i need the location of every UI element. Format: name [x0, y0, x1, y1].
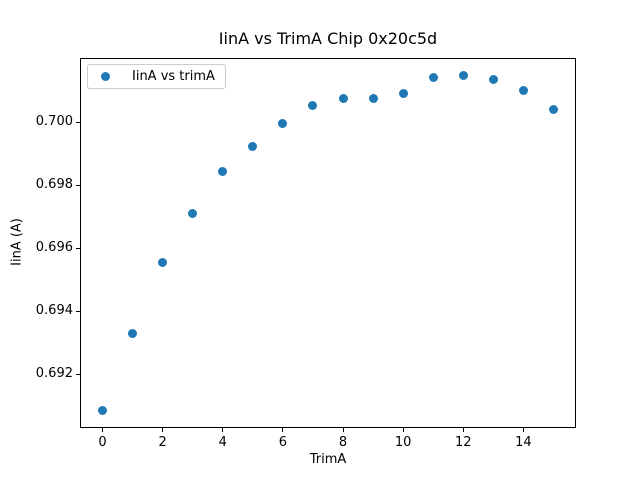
chart-title: IinA vs TrimA Chip 0x20c5d — [218, 29, 438, 48]
scatter-point — [548, 105, 558, 115]
scatter-point — [428, 73, 438, 83]
x-axis-label: TrimA — [309, 452, 347, 467]
x-tick-mark — [522, 428, 524, 432]
legend: IinA vs trimA — [87, 64, 226, 89]
y-tick-mark — [76, 184, 80, 186]
scatter-point — [458, 70, 468, 80]
legend-label: IinA vs trimA — [132, 69, 215, 84]
y-tick-label: 0.698 — [35, 177, 73, 193]
x-tick-mark — [462, 428, 464, 432]
scatter-point — [398, 89, 408, 99]
scatter-point — [338, 93, 348, 103]
scatter-point — [518, 85, 528, 95]
y-tick-mark — [76, 310, 80, 312]
y-tick-label: 0.696 — [35, 240, 73, 256]
x-tick-mark — [342, 428, 344, 432]
x-tick-mark — [102, 428, 104, 432]
scatter-point — [128, 328, 138, 338]
y-tick-mark — [76, 373, 80, 375]
y-tick-label: 0.692 — [35, 366, 73, 382]
legend-marker-icon — [101, 72, 110, 81]
x-tick-label: 6 — [278, 435, 288, 450]
x-tick-label: 2 — [158, 435, 167, 450]
x-tick-label: 10 — [394, 435, 412, 450]
scatter-point — [248, 141, 258, 151]
y-tick-label: 0.694 — [35, 303, 73, 319]
x-tick-mark — [162, 428, 164, 432]
scatter-point — [98, 406, 108, 416]
scatter-point — [158, 257, 168, 267]
y-tick-mark — [76, 121, 80, 123]
x-tick-label: 4 — [218, 435, 227, 450]
x-tick-label: 12 — [454, 435, 472, 450]
plot-area: IinA vs trimA — [80, 58, 576, 428]
scatter-point — [278, 119, 288, 129]
scatter-point — [218, 167, 228, 177]
x-tick-mark — [402, 428, 404, 432]
scatter-point — [308, 101, 318, 111]
scatter-point — [188, 209, 198, 219]
scatter-point — [488, 74, 498, 84]
x-tick-mark — [282, 428, 284, 432]
x-tick-label: 8 — [338, 435, 348, 450]
y-tick-label: 0.700 — [35, 114, 73, 130]
y-tick-mark — [76, 247, 80, 249]
x-tick-label: 14 — [515, 435, 532, 450]
scatter-point — [368, 93, 378, 103]
x-tick-label: 0 — [98, 435, 107, 450]
x-tick-mark — [222, 428, 224, 432]
